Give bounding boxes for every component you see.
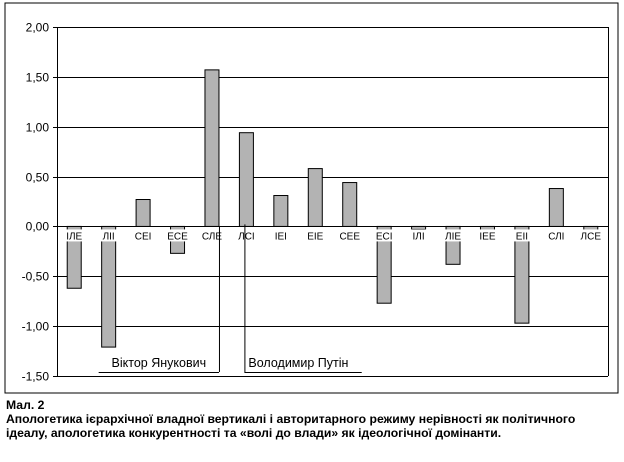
tick-label-bg (234, 229, 258, 242)
bar (135, 199, 151, 227)
y-tick-label: 0,50 (26, 171, 50, 185)
tick-label-bg (372, 229, 396, 242)
y-tick-label: 2,00 (26, 21, 50, 35)
tick-label-bg (510, 229, 534, 242)
y-tick-label: 1,50 (26, 71, 50, 85)
bar (101, 225, 117, 348)
y-tick-label: -0,50 (22, 270, 50, 284)
x-tick-label: СЛІ (548, 231, 564, 242)
caption-text: Апологетика ієрархічної владної вертикал… (6, 412, 576, 440)
tick-label-bg (166, 229, 190, 242)
chart-frame (4, 2, 619, 394)
y-tick-label: 0,00 (26, 220, 50, 234)
annotation-label: Володимир Путін (248, 356, 348, 370)
y-tick-label: -1,50 (22, 370, 50, 384)
bar (273, 195, 289, 227)
tick-label-bg (269, 229, 293, 242)
x-tick-label: ЕСЕ (167, 231, 188, 242)
x-tick-label: ЛСЕ (581, 231, 602, 242)
figure-label: Мал. 2 (6, 398, 45, 412)
tick-label-bg (441, 229, 465, 242)
tick-label-bg (97, 229, 121, 242)
x-tick-label: ЕСІ (376, 231, 393, 242)
bar-chart: -1,50 -1,00 -0,50 0,00 0,50 1,00 1,50 2,00 ІЛЕ ЛІ… (4, 2, 619, 394)
bar (238, 132, 254, 227)
tick-label-bg (131, 229, 155, 242)
bar (548, 188, 564, 227)
bar (342, 182, 358, 227)
x-tick-label: ЕІЕ (307, 231, 323, 242)
chart-area: -1,50 -1,00 -0,50 0,00 0,50 1,00 1,50 2,00 ІЛЕ ЛІ… (4, 2, 619, 394)
x-tick-label: СЛЕ (202, 231, 222, 242)
tick-label-bg (200, 229, 224, 242)
tick-label-bg (407, 229, 431, 242)
x-tick-label: ЛІІ (103, 231, 115, 242)
bar (307, 168, 323, 227)
x-tick-label: ЛІЕ (445, 231, 461, 242)
figure-caption: Мал. 2 Апологетика ієрархічної владної в… (6, 398, 618, 440)
y-tick-label: 1,00 (26, 121, 50, 135)
tick-label-bg (303, 229, 327, 242)
x-tick-label: ІЛЕ (66, 231, 82, 242)
x-tick-label: СЕІ (135, 231, 152, 242)
x-tick-label: ІЕЕ (479, 231, 495, 242)
x-tick-label: ІЕІ (275, 231, 287, 242)
tick-label-bg (475, 229, 499, 242)
tick-label-bg (544, 229, 568, 242)
x-tick-label: ІЛІ (413, 231, 425, 242)
x-tick-label: ЛСІ (238, 231, 255, 242)
tick-label-bg (579, 229, 603, 242)
y-tick-label: -1,00 (22, 320, 50, 334)
x-tick-label: СЕЕ (339, 231, 360, 242)
bar (204, 69, 220, 227)
tick-label-bg (338, 229, 362, 242)
annotation-label: Віктор Янукович (112, 356, 207, 370)
tick-label-bg (62, 229, 86, 242)
x-tick-label: ЕІІ (516, 231, 528, 242)
